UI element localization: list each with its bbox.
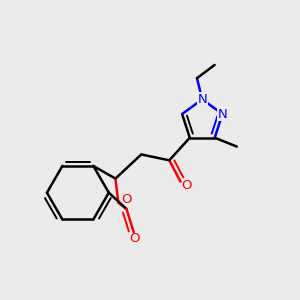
Text: N: N (197, 93, 207, 106)
Text: N: N (218, 107, 227, 121)
Text: O: O (121, 193, 132, 206)
Text: O: O (129, 232, 140, 245)
Text: O: O (182, 179, 192, 192)
